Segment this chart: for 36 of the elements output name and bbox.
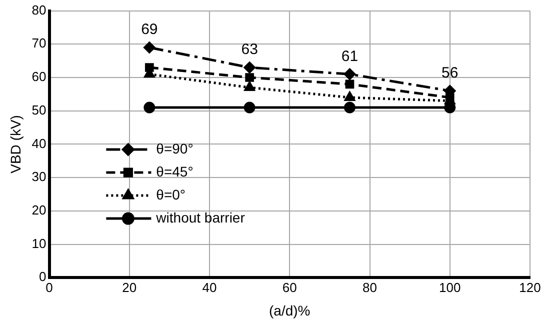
y-tick-label: 0	[39, 269, 46, 284]
x-tick-label: 40	[202, 280, 217, 295]
point	[245, 73, 254, 82]
point	[244, 82, 255, 92]
y-tick-label: 20	[32, 202, 46, 218]
y-tick-label: 60	[32, 69, 46, 84]
legend-label: θ=45°	[156, 163, 194, 180]
y-tick-label: 70	[32, 36, 46, 51]
x-axis-title: (a/d)%	[269, 302, 310, 318]
y-tick-label: 40	[32, 136, 46, 151]
point	[344, 68, 356, 80]
y-tick-label: 30	[32, 169, 46, 184]
legend-label: θ=0°	[156, 186, 186, 202]
x-tick-label: 60	[282, 280, 297, 295]
x-tick-label: 100	[439, 280, 461, 295]
data-label: 56	[442, 64, 458, 82]
point	[344, 102, 356, 114]
y-tick-label: 80	[32, 2, 46, 18]
data-label: 63	[241, 41, 258, 58]
point	[144, 63, 154, 72]
legend-label: without barrier	[155, 209, 246, 226]
point	[244, 102, 256, 114]
point	[244, 62, 256, 74]
data-label: 69	[141, 21, 158, 38]
point	[345, 80, 354, 89]
x-tick-label: 120	[519, 280, 541, 295]
y-tick-label: 50	[32, 102, 46, 118]
x-tick-label: 20	[122, 280, 137, 295]
x-tick-label: 80	[362, 280, 377, 295]
point	[144, 42, 156, 54]
point	[144, 102, 156, 114]
point	[344, 92, 355, 102]
legend-label: θ=90°	[156, 140, 194, 156]
data-label: 61	[341, 48, 358, 65]
y-tick-label: 10	[32, 236, 46, 251]
y-axis-title: VBD (kV)	[7, 115, 24, 174]
